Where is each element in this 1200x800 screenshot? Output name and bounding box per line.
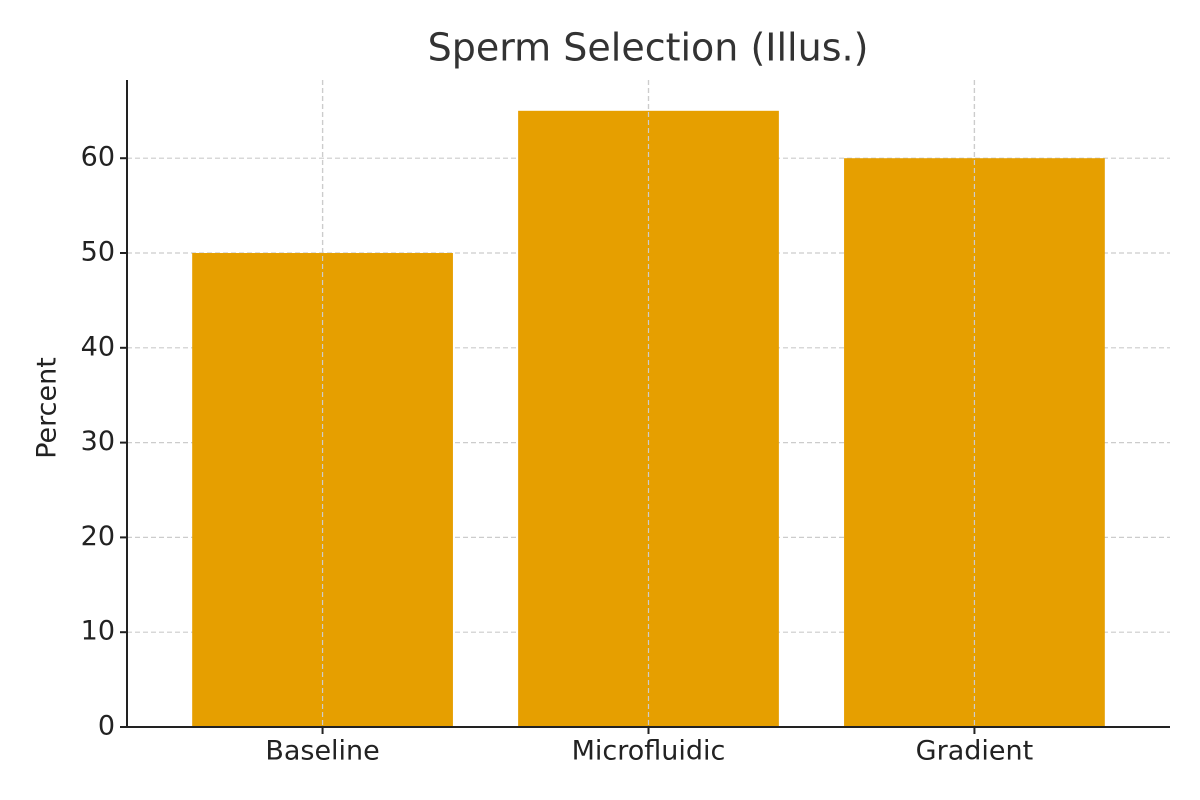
y-tick-label: 30 <box>81 426 115 457</box>
y-axis-label: Percent <box>32 357 63 459</box>
x-tick-label: Microfluidic <box>572 736 726 767</box>
y-tick-label: 60 <box>81 142 115 173</box>
y-tick-label: 40 <box>81 331 115 362</box>
y-tick-label: 50 <box>81 237 115 268</box>
y-tick-label: 0 <box>98 711 115 742</box>
x-tick-label: Baseline <box>265 736 379 767</box>
x-tick-label: Gradient <box>916 736 1034 767</box>
y-tick-label: 10 <box>81 616 115 647</box>
chart-title: Sperm Selection (Illus.) <box>428 26 869 70</box>
y-tick-label: 20 <box>81 521 115 552</box>
